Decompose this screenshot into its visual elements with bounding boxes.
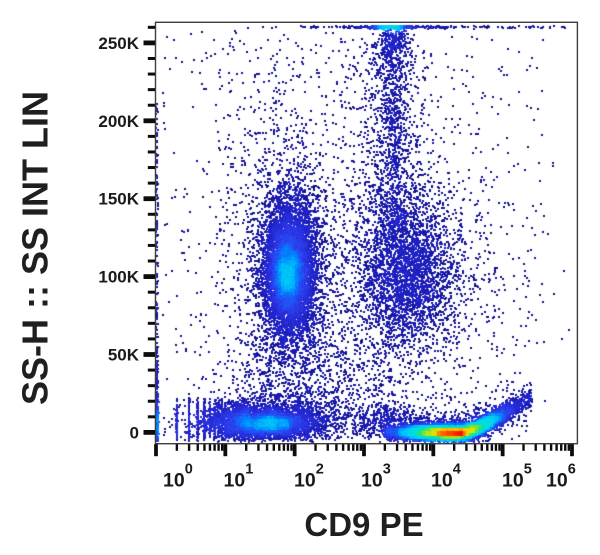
svg-text:100: 100 bbox=[163, 462, 193, 492]
svg-text:CD9 PE: CD9 PE bbox=[304, 506, 423, 543]
svg-text:103: 103 bbox=[361, 462, 391, 492]
svg-text:104: 104 bbox=[431, 462, 461, 492]
svg-text:200K: 200K bbox=[98, 112, 139, 131]
svg-text:50K: 50K bbox=[108, 346, 140, 365]
svg-text:150K: 150K bbox=[98, 190, 139, 209]
svg-text:102: 102 bbox=[294, 462, 324, 492]
svg-text:101: 101 bbox=[224, 462, 254, 492]
svg-text:0: 0 bbox=[130, 423, 139, 442]
svg-text:106: 106 bbox=[546, 462, 576, 492]
svg-text:250K: 250K bbox=[98, 34, 139, 53]
svg-text:SS-H :: SS INT LIN: SS-H :: SS INT LIN bbox=[15, 91, 56, 405]
svg-text:105: 105 bbox=[502, 462, 532, 492]
svg-text:100K: 100K bbox=[98, 268, 139, 287]
